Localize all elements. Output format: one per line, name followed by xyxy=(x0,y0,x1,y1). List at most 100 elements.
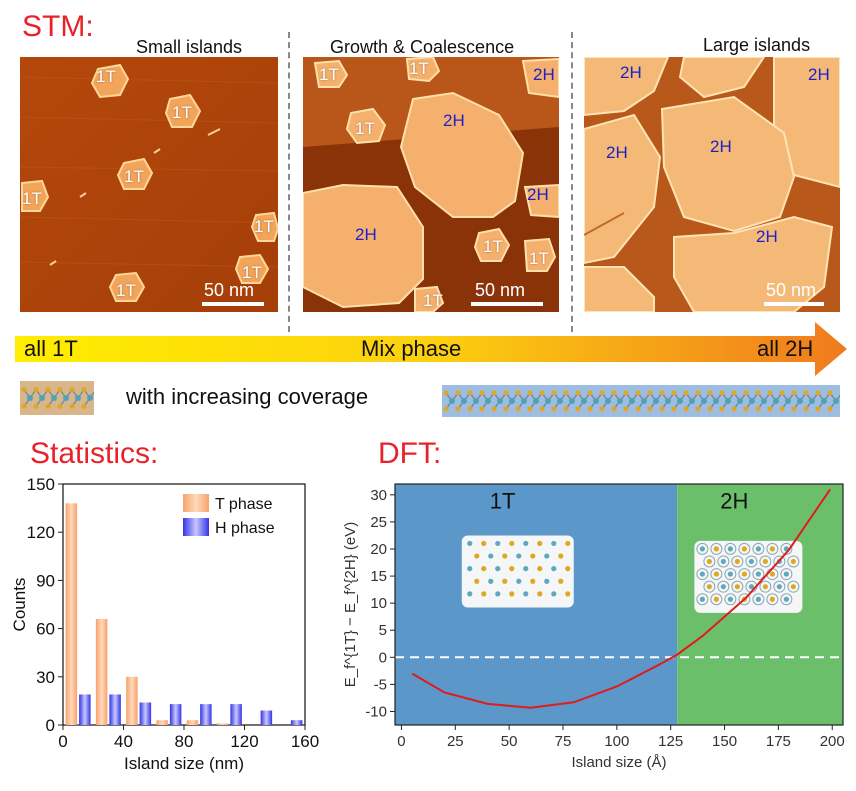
chain-atom-metal xyxy=(677,398,683,404)
chain-atom-metal xyxy=(521,398,527,404)
chain-atom-s xyxy=(503,406,509,412)
stm-image-small-islands: 1T 1T 1T 1T 1T 1T 1T 50 nm xyxy=(20,57,278,312)
chain-atom-metal xyxy=(51,395,57,401)
lattice-ring xyxy=(731,580,744,593)
chain-atom-metal xyxy=(485,398,491,404)
chain-atom-metal xyxy=(39,395,45,401)
lattice-atom xyxy=(558,578,564,584)
lattice-ring xyxy=(696,542,709,555)
lattice-atom xyxy=(769,546,775,552)
bar-h-phase xyxy=(169,704,182,725)
lattice-atom xyxy=(720,584,726,590)
chain-atom-metal xyxy=(605,398,611,404)
chain-atom-s xyxy=(803,390,809,396)
lattice-ring xyxy=(710,568,723,581)
phase-label: 1T xyxy=(96,67,116,86)
y-tick-label: 10 xyxy=(370,595,387,612)
bar-t-phase xyxy=(156,720,168,725)
chain-atom-s xyxy=(719,406,725,412)
lattice-atom xyxy=(481,566,487,572)
chain-atom-s xyxy=(527,406,533,412)
lattice-ring xyxy=(787,580,800,593)
lattice-atom xyxy=(783,571,789,577)
bar-h-phase xyxy=(230,704,242,725)
structure-backdrop xyxy=(461,535,574,608)
y-tick-label: 5 xyxy=(379,622,387,639)
lattice-atom xyxy=(727,596,733,602)
chain-atom-s xyxy=(719,390,725,396)
y-tick-label: 120 xyxy=(27,523,55,542)
panel-divider xyxy=(571,32,573,332)
lattice-atom xyxy=(713,571,719,577)
lattice-ring xyxy=(752,593,765,606)
lattice-ring xyxy=(780,568,793,581)
bar-h-phase xyxy=(200,704,212,725)
stm-image-growth-coalescence: 1T 1T 2H 1T 2H 2H 2H 1T 1T 1T 50 nm xyxy=(303,57,559,312)
bar-h-phase xyxy=(79,694,91,725)
chain-atom-s xyxy=(33,404,39,409)
bar-t-phase xyxy=(95,618,108,725)
lattice-atom xyxy=(565,591,571,597)
lattice-atom xyxy=(488,578,494,584)
lattice-atom xyxy=(776,584,782,590)
chain-atom-s xyxy=(587,406,593,412)
phase-label: 1T xyxy=(483,237,503,256)
chain-atom-s xyxy=(33,387,39,392)
chain-atom-s xyxy=(21,404,27,409)
chain-atom-metal xyxy=(737,398,743,404)
phase-label: 2H xyxy=(443,111,465,130)
lattice-atom xyxy=(706,558,712,565)
chain-atom-metal xyxy=(665,398,671,404)
chain-atom-s xyxy=(791,390,797,396)
lattice-atom xyxy=(727,546,733,552)
chain-atom-s xyxy=(635,406,641,412)
chain-atom-metal xyxy=(641,398,647,404)
chain-atom-s xyxy=(695,390,701,396)
stm-image-large-islands-graphic xyxy=(584,57,840,312)
chain-atom-s xyxy=(707,390,713,396)
lattice-atom xyxy=(509,566,515,572)
phase-gradient-arrow xyxy=(15,322,847,376)
chain-atom-metal xyxy=(725,398,731,404)
x-tick-label: 0 xyxy=(58,732,67,751)
lattice-atom xyxy=(762,584,768,590)
chain-atom-s xyxy=(563,390,569,396)
panel-title-growth-coalescence: Growth & Coalescence xyxy=(330,37,515,57)
lattice-atom xyxy=(530,553,536,559)
chain-atom-s xyxy=(827,390,833,396)
x-axis-label: Island size (nm) xyxy=(124,754,244,773)
chain-atom-s xyxy=(515,406,521,412)
chain-atom-s xyxy=(659,406,665,412)
legend-label-h-phase: H phase xyxy=(215,520,275,537)
chain-atom-metal xyxy=(75,395,81,401)
chain-atom-metal xyxy=(833,398,839,404)
island-size-histogram: 0 40 80 120 160 0 30 60 90 120 150 Island size (nm)… xyxy=(10,475,319,773)
chain-atom-s xyxy=(767,390,773,396)
phase-label: 1T xyxy=(172,103,192,122)
lattice-ring xyxy=(738,568,751,581)
chain-atom-metal xyxy=(593,398,599,404)
lattice-atom xyxy=(755,596,761,602)
chain-atom-s xyxy=(683,390,689,396)
y-tick-label: 25 xyxy=(370,514,387,531)
chain-atom-s xyxy=(479,406,485,412)
bar-t-phase xyxy=(216,723,229,725)
chain-atom-metal xyxy=(773,398,779,404)
lattice-ring xyxy=(759,580,772,593)
chain-atom-s xyxy=(599,390,605,396)
x-tick-label: 125 xyxy=(658,733,683,750)
lattice-ring xyxy=(703,555,716,568)
region-label-1t: 1T xyxy=(490,488,516,513)
lattice-ring xyxy=(766,542,779,555)
chain-atom-metal xyxy=(809,398,815,404)
lattice-atom xyxy=(706,584,712,590)
lattice-ring xyxy=(724,593,737,606)
y-tick-label: 20 xyxy=(370,541,387,558)
chain-atom-s xyxy=(815,390,821,396)
y-tick-label: 150 xyxy=(27,475,55,494)
lattice-atom xyxy=(558,553,564,559)
chain-atom-s xyxy=(803,406,809,412)
panel-title-small-islands: Small islands xyxy=(136,37,243,57)
x-tick-label: 160 xyxy=(291,732,319,751)
lattice-atom xyxy=(748,558,754,565)
